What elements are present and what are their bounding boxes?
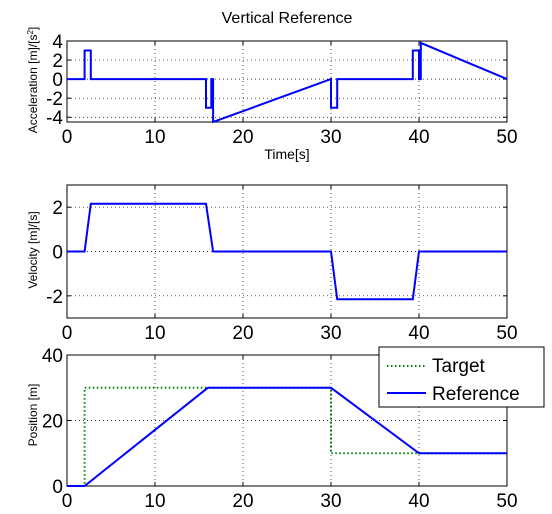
position-ytick-label: 20 (42, 412, 63, 433)
legend: Target Reference (378, 346, 545, 408)
acceleration-xlabel: Time[s] (264, 146, 309, 162)
acceleration-ylabel-end: ] (26, 27, 40, 30)
velocity-xtick-label: 30 (320, 323, 341, 344)
position-xtick-label: 50 (496, 491, 517, 512)
velocity-xtick-label: 0 (62, 323, 73, 344)
velocity-ytick-label: -2 (46, 287, 63, 308)
position-xtick-label: 30 (320, 491, 341, 512)
velocity-xtick-label: 50 (496, 323, 517, 344)
chart-title: Vertical Reference (222, 10, 353, 27)
velocity-xtick-label: 40 (408, 323, 429, 344)
acceleration-xtick-label: 0 (62, 127, 73, 148)
velocity-ylabel: Velocity [m]/[s] (26, 211, 40, 288)
acceleration-xtick-label: 20 (232, 127, 253, 148)
acceleration-xtick-label: 40 (408, 127, 429, 148)
acceleration-plot-area (66, 40, 508, 123)
acceleration-ylabel: Acceleration [m]/[s2] (26, 27, 41, 134)
velocity-xtick-label: 10 (144, 323, 165, 344)
position-ytick-label: 0 (52, 477, 63, 498)
legend-label-reference: Reference (432, 384, 520, 405)
position-xtick-label: 0 (62, 491, 73, 512)
position-ytick-label: 40 (42, 346, 63, 367)
position-xtick-label: 10 (144, 491, 165, 512)
acceleration-ytick-label: 0 (52, 70, 63, 91)
velocity-ytick-label: 0 (52, 243, 63, 264)
acceleration-ylabel-main: Acceleration [m]/[s (26, 35, 40, 134)
acceleration-ytick-label: 4 (52, 32, 63, 53)
position-xtick-label: 40 (408, 491, 429, 512)
position-series-target (67, 386, 507, 487)
velocity-xtick-label: 20 (232, 323, 253, 344)
acceleration-xtick-label: 30 (320, 127, 341, 148)
velocity-series-line (67, 202, 507, 301)
acceleration-xtick-label: 50 (496, 127, 517, 148)
position-ylabel: Position [m] (26, 384, 40, 447)
acceleration-xtick-label: 10 (144, 127, 165, 148)
position-xtick-label: 20 (232, 491, 253, 512)
legend-box (378, 346, 545, 408)
acceleration-ytick-label: -4 (46, 108, 63, 129)
position-series-reference (67, 386, 507, 487)
legend-label-target: Target (432, 356, 486, 377)
acceleration-ytick-label: 2 (52, 51, 63, 72)
acceleration-ytick-label: -2 (46, 89, 63, 110)
acceleration-ylabel-sup: 2 (26, 30, 35, 35)
acceleration-series-line (67, 41, 508, 124)
velocity-ytick-label: 2 (52, 198, 63, 219)
